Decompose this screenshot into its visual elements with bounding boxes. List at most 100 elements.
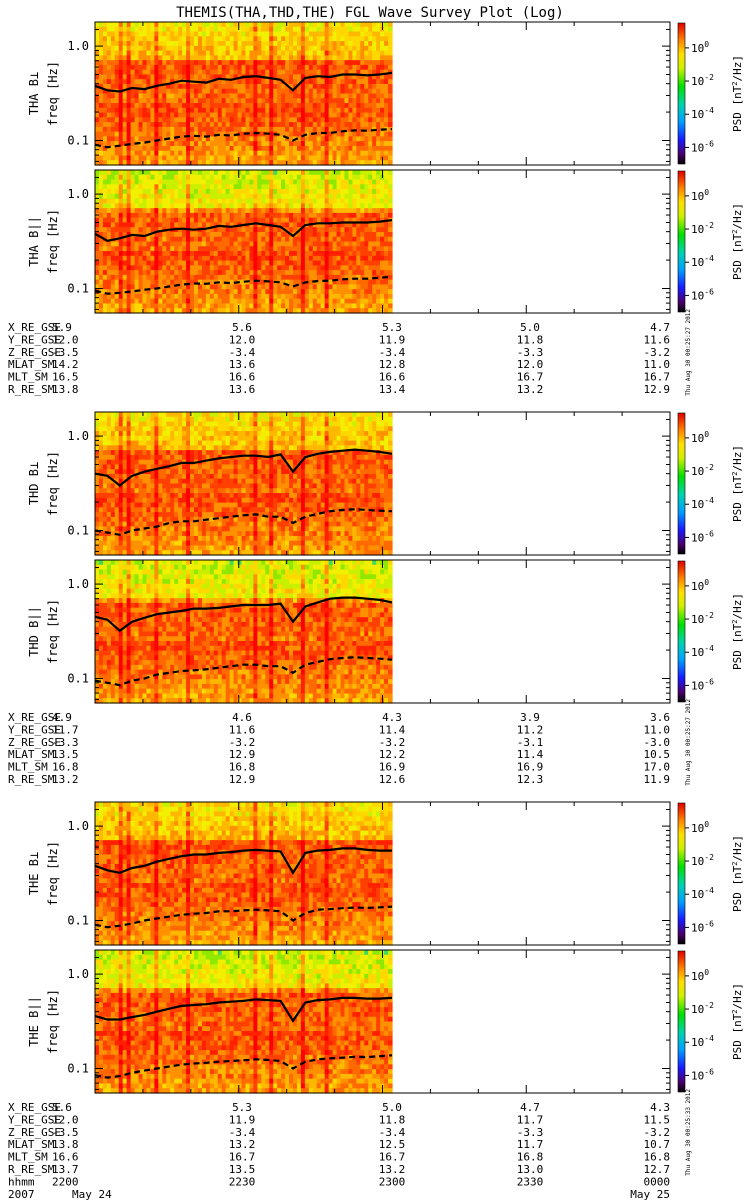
psd-cell <box>209 122 215 128</box>
psd-cell <box>237 193 243 200</box>
psd-cell <box>106 507 112 513</box>
psd-cell <box>277 193 282 200</box>
psd-cell <box>194 36 199 42</box>
psd-cell <box>324 55 330 61</box>
psd-cell <box>360 227 365 233</box>
psd-cell <box>217 55 223 61</box>
psd-cell <box>277 293 282 300</box>
psd-cell <box>126 531 132 537</box>
psd-cell <box>194 222 199 228</box>
psd-cell <box>233 79 239 85</box>
psd-cell <box>134 227 140 233</box>
psd-cell <box>186 236 191 243</box>
psd-cell <box>146 141 152 147</box>
psd-cell <box>182 189 187 195</box>
psd-cell <box>142 308 148 314</box>
psd-cell <box>118 155 124 161</box>
psd-cell <box>126 270 132 276</box>
psd-cell <box>253 265 258 271</box>
psd-cell <box>344 79 350 85</box>
psd-cell <box>249 145 254 152</box>
psd-cell <box>285 79 290 85</box>
psd-cell <box>261 284 266 290</box>
psd-cell <box>277 236 282 243</box>
psd-cell <box>186 112 191 118</box>
psd-cell <box>225 55 231 61</box>
psd-cell <box>126 212 132 219</box>
psd-cell <box>384 88 389 95</box>
psd-cell <box>166 231 171 238</box>
psd-cell <box>130 60 136 66</box>
psd-cell <box>348 150 353 157</box>
psd-cell <box>106 260 112 266</box>
psd-cell <box>142 170 148 176</box>
psd-cell <box>205 117 211 123</box>
psd-cell <box>316 98 322 104</box>
psd-cell <box>110 45 116 52</box>
psd-cell <box>182 198 187 204</box>
psd-cell <box>289 255 294 262</box>
psd-cell <box>154 179 159 185</box>
psd-cell <box>106 198 112 204</box>
psd-cell <box>197 93 203 99</box>
psd-cell <box>162 184 167 190</box>
psd-cell <box>118 284 124 290</box>
psd-cell <box>118 208 124 214</box>
psd-cell <box>201 222 207 228</box>
psd-cell <box>336 265 342 271</box>
psd-cell <box>289 270 294 276</box>
psd-cell <box>257 284 262 290</box>
psd-cell <box>190 36 195 42</box>
psd-cell <box>308 174 314 181</box>
psd-cell <box>332 255 338 262</box>
psd-cell <box>106 45 112 52</box>
psd-cell <box>221 145 227 152</box>
psd-cell <box>368 189 373 195</box>
psd-cell <box>110 265 116 271</box>
psd-cell <box>102 184 108 190</box>
psd-cell <box>241 265 247 271</box>
psd-cell <box>95 131 100 137</box>
psd-cell <box>324 112 330 118</box>
psd-cell <box>194 22 199 28</box>
psd-cell <box>277 50 282 56</box>
psd-cell <box>352 93 357 99</box>
psd-cell <box>328 217 334 224</box>
psd-cell <box>285 308 290 314</box>
psd-cell <box>312 69 318 76</box>
psd-cell <box>114 126 120 133</box>
psd-cell <box>320 231 326 238</box>
psd-cell <box>308 270 314 276</box>
psd-cell <box>348 117 353 123</box>
psd-cell <box>324 246 330 252</box>
psd-cell <box>217 22 223 28</box>
psd-cell <box>348 212 353 219</box>
psd-cell <box>95 60 100 66</box>
psd-cell <box>170 255 175 262</box>
psd-cell <box>197 293 203 300</box>
psd-cell <box>289 222 294 228</box>
psd-cell <box>364 255 369 262</box>
psd-cell <box>102 217 108 224</box>
psd-cell <box>285 55 290 61</box>
psd-cell <box>98 45 104 52</box>
psd-cell <box>174 193 179 200</box>
psd-cell <box>158 203 163 209</box>
psd-cell <box>229 217 235 224</box>
psd-cell <box>241 126 247 133</box>
psd-cell <box>352 31 357 37</box>
psd-cell <box>102 488 108 494</box>
psd-cell <box>277 203 282 209</box>
psd-cell <box>368 145 373 152</box>
psd-cell <box>388 284 393 290</box>
psd-cell <box>197 174 203 181</box>
psd-cell <box>170 88 175 95</box>
psd-cell <box>209 179 215 185</box>
psd-cell <box>289 83 294 90</box>
psd-cell <box>209 155 215 161</box>
psd-cell <box>174 222 179 228</box>
psd-cell <box>98 69 104 76</box>
psd-cell <box>332 284 338 290</box>
psd-cell <box>126 535 132 542</box>
psd-cell <box>293 284 298 290</box>
